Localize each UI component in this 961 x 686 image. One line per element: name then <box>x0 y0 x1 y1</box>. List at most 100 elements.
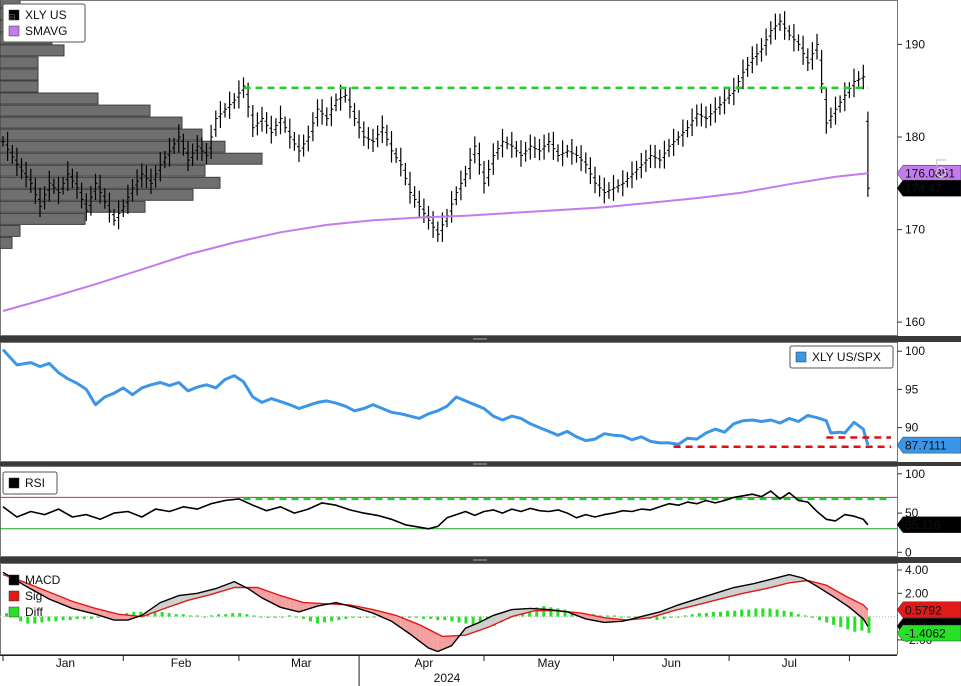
macd-diff-bar <box>238 613 242 617</box>
relative-legend-frame <box>789 345 894 369</box>
rsi-panel-frame <box>0 466 898 557</box>
macd-diff-bar <box>75 616 79 619</box>
macd-diff-bar <box>316 616 320 624</box>
rsi-badge: 35.116 <box>896 516 961 533</box>
macd-diff-bar <box>337 616 341 621</box>
macd-fill <box>419 624 424 645</box>
macd-fill <box>72 601 77 610</box>
volume-profile-bar <box>0 104 151 117</box>
macd-badge: 0.5792 <box>896 601 961 619</box>
macd-diff-bar <box>690 614 694 617</box>
macd-fill <box>437 634 443 652</box>
macd-diff-bar <box>68 616 72 621</box>
macd-axis-tick-label: 4.00 <box>905 563 929 577</box>
macd-fill <box>719 590 725 600</box>
rsi-axis-tick-label: 100 <box>905 467 925 481</box>
macd-fill <box>303 602 309 611</box>
macd-diff-bar <box>195 615 199 617</box>
macd-diff-bar <box>740 609 744 617</box>
macd-legend-swatch <box>8 590 20 602</box>
price-badge-label: 176.0851 <box>905 167 955 181</box>
volume-profile-bar <box>0 92 99 105</box>
macd-diff-bar <box>867 616 871 633</box>
macd-diff-bar <box>96 616 100 618</box>
macd-fill <box>104 610 110 619</box>
macd-fill <box>234 581 239 588</box>
relative-panel <box>1 348 891 448</box>
macd-legend-label: MACD <box>25 573 61 587</box>
macd-diff-bar <box>810 616 814 618</box>
volume-profile-bar <box>0 68 39 81</box>
macd-badge-label: -1.4062 <box>905 627 946 641</box>
rsi-legend: RSI <box>2 471 58 495</box>
macd-fill <box>756 581 762 591</box>
macd-diff-bar <box>203 616 206 618</box>
macd-fill <box>169 597 175 607</box>
macd-fill <box>493 613 498 625</box>
macd-fill <box>428 629 434 650</box>
macd-fill <box>497 612 503 623</box>
macd-legend-swatch <box>8 606 20 618</box>
macd-fill <box>90 607 96 615</box>
macd-line <box>2 571 869 653</box>
signal-line <box>2 573 869 638</box>
volume-profile-bar <box>0 164 206 177</box>
macd-fill <box>86 605 91 614</box>
price-panel <box>1 11 870 312</box>
macd-fill <box>479 620 484 631</box>
macd-diff-bar <box>683 615 687 617</box>
macd-fill <box>863 604 868 627</box>
price-axis-tick-label: 180 <box>905 130 925 144</box>
macd-diff-bar <box>563 609 567 617</box>
volume-profile-bar <box>0 236 13 249</box>
macd-fill <box>474 622 480 632</box>
relative-axis-tick-label: 100 <box>905 344 925 358</box>
macd-fill <box>789 574 794 583</box>
macd-fill <box>752 582 757 592</box>
macd-fill <box>114 613 119 621</box>
macd-diff-bar <box>301 616 305 619</box>
macd-fill <box>780 575 785 586</box>
macd-diff-bar <box>676 616 680 618</box>
volume-profile <box>0 0 263 249</box>
macd-diff-bar <box>535 607 539 617</box>
macd-diff-bar <box>217 614 221 617</box>
last-value-badges: 176.0851174.4787.711135.1160.5792-0.827-… <box>896 164 961 642</box>
macd-diff-bar <box>280 616 284 618</box>
macd-diff-bar <box>40 616 44 623</box>
macd-diff-bar <box>167 613 171 617</box>
x-axis: Jan Feb Mar Apr May Jun Jul <box>2 655 850 686</box>
x-axis-month-label: Feb <box>171 656 192 670</box>
legends: XLY US SMAVG ⊟ XLY US/SPX RSI MACD Sig Diff <box>2 3 894 619</box>
relative-badge: 87.7111 <box>896 436 961 454</box>
sma-line <box>2 172 869 312</box>
relative-axis-tick-label: 95 <box>905 382 919 396</box>
macd-diff-bar <box>556 608 560 617</box>
macd-diff-bar <box>47 616 51 622</box>
macd-fill <box>123 614 128 621</box>
macd-diff-bar <box>231 613 235 617</box>
volume-profile-bar <box>0 224 21 237</box>
macd-fill <box>743 584 748 594</box>
macd-fill <box>81 604 87 612</box>
macd-diff-bar <box>853 616 857 632</box>
macd-fill <box>442 636 447 650</box>
macd-fill <box>118 614 124 621</box>
macd-diff-bar <box>224 614 228 617</box>
macd-fill <box>511 609 517 617</box>
macd-diff-bar <box>803 615 807 617</box>
macd-fill <box>710 593 716 602</box>
rsi-legend-frame <box>2 471 58 495</box>
macd-fill <box>58 595 64 605</box>
price-badge-shape <box>896 179 961 197</box>
macd-diff-bar <box>19 616 23 622</box>
macd-diff-bar <box>789 611 793 617</box>
x-axis-month-label: Apr <box>415 656 434 670</box>
price-legend-label: XLY US <box>25 8 67 22</box>
macd-diff-bar <box>259 616 263 618</box>
macd-diff-bar <box>761 608 765 617</box>
macd-fill <box>770 578 776 588</box>
macd-fill <box>724 588 730 598</box>
macd-fill <box>738 585 743 595</box>
